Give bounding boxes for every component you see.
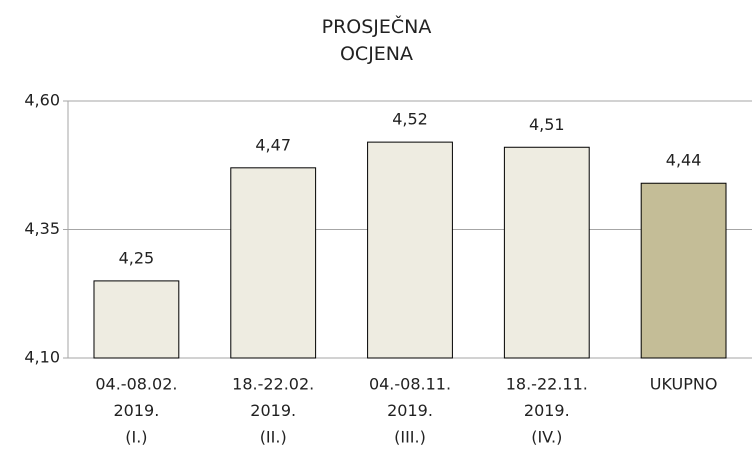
x-tick-label: UKUPNO [650, 375, 718, 394]
x-tick-label: 2019. [113, 401, 159, 420]
value-label: 4,51 [529, 115, 565, 134]
x-tick-label: 2019. [250, 401, 296, 420]
x-tick-label: (II.) [260, 428, 287, 447]
bar [503, 146, 590, 359]
y-tick-label: 4,35 [24, 219, 60, 238]
value-label: 4,52 [392, 110, 428, 129]
x-tick-label: (I.) [125, 428, 147, 447]
x-tick-label: 2019. [524, 401, 570, 420]
x-tick-label: 18.-22.02. [232, 375, 314, 394]
x-tick-label: 18.-22.11. [506, 375, 588, 394]
bar [367, 141, 453, 359]
x-tick-label: (IV.) [531, 428, 562, 447]
x-tick-label: 04.-08.02. [95, 375, 177, 394]
value-label: 4,44 [666, 151, 702, 170]
x-tick-label: 2019. [387, 401, 433, 420]
x-tick-label: (III.) [394, 428, 426, 447]
bar [230, 167, 317, 359]
y-tick-label: 4,10 [24, 348, 60, 367]
bar [640, 182, 727, 359]
value-label: 4,47 [255, 135, 291, 154]
value-label: 4,25 [119, 248, 155, 267]
bar [93, 280, 180, 359]
x-tick-label: 04.-08.11. [369, 375, 451, 394]
title-box: PROSJEČNA OCJENA [0, 14, 753, 68]
chart-title: PROSJEČNA OCJENA [321, 16, 432, 65]
y-tick-label: 4,60 [24, 91, 60, 110]
